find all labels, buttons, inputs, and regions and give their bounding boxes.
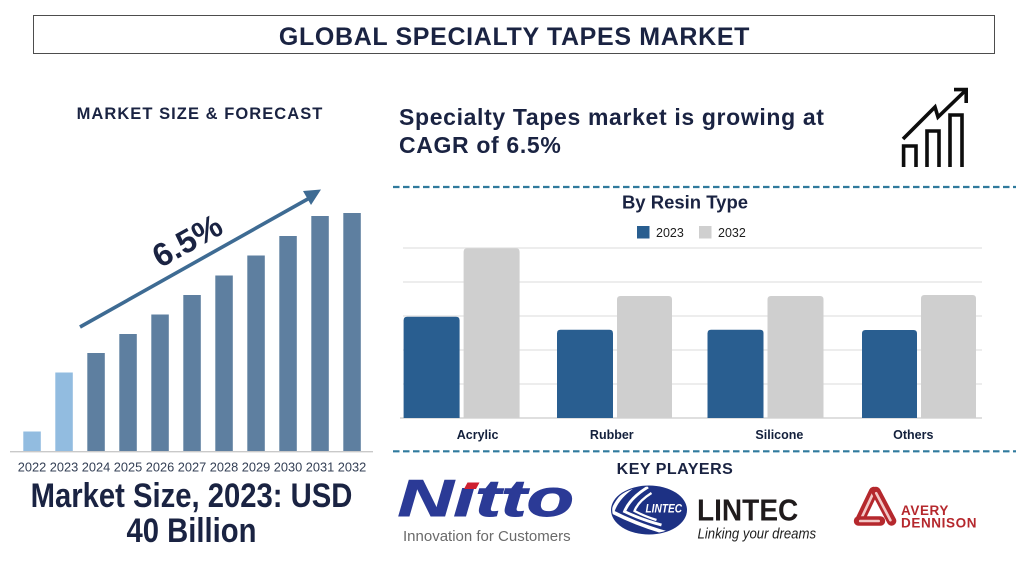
svg-text:2023: 2023 bbox=[656, 226, 684, 240]
svg-text:2032: 2032 bbox=[718, 226, 746, 240]
svg-text:2023: 2023 bbox=[50, 460, 78, 475]
svg-text:By Resin Type: By Resin Type bbox=[622, 192, 748, 213]
svg-text:2028: 2028 bbox=[210, 460, 238, 475]
svg-text:2029: 2029 bbox=[242, 460, 270, 475]
svg-text:Others: Others bbox=[893, 428, 933, 442]
svg-text:DENNISON: DENNISON bbox=[901, 516, 977, 531]
svg-text:2032: 2032 bbox=[338, 460, 366, 475]
svg-text:Silicone: Silicone bbox=[755, 428, 803, 442]
svg-text:Nıtto: Nıtto bbox=[398, 470, 574, 527]
svg-text:2027: 2027 bbox=[178, 460, 206, 475]
svg-text:LINTEC: LINTEC bbox=[697, 493, 798, 527]
svg-text:AVERY: AVERY bbox=[901, 503, 949, 518]
svg-text:2022: 2022 bbox=[18, 460, 46, 475]
svg-text:Acrylic: Acrylic bbox=[457, 428, 499, 442]
svg-text:6.5%: 6.5% bbox=[146, 207, 228, 274]
svg-text:2026: 2026 bbox=[146, 460, 174, 475]
svg-text:Rubber: Rubber bbox=[590, 428, 634, 442]
svg-text:2025: 2025 bbox=[114, 460, 142, 475]
svg-text:Innovation for Customers: Innovation for Customers bbox=[403, 528, 571, 545]
svg-text:LINTEC: LINTEC bbox=[646, 504, 683, 516]
svg-text:Linking your dreams: Linking your dreams bbox=[698, 525, 817, 542]
svg-text:2030: 2030 bbox=[274, 460, 302, 475]
svg-text:2024: 2024 bbox=[82, 460, 110, 475]
svg-text:2031: 2031 bbox=[306, 460, 334, 475]
